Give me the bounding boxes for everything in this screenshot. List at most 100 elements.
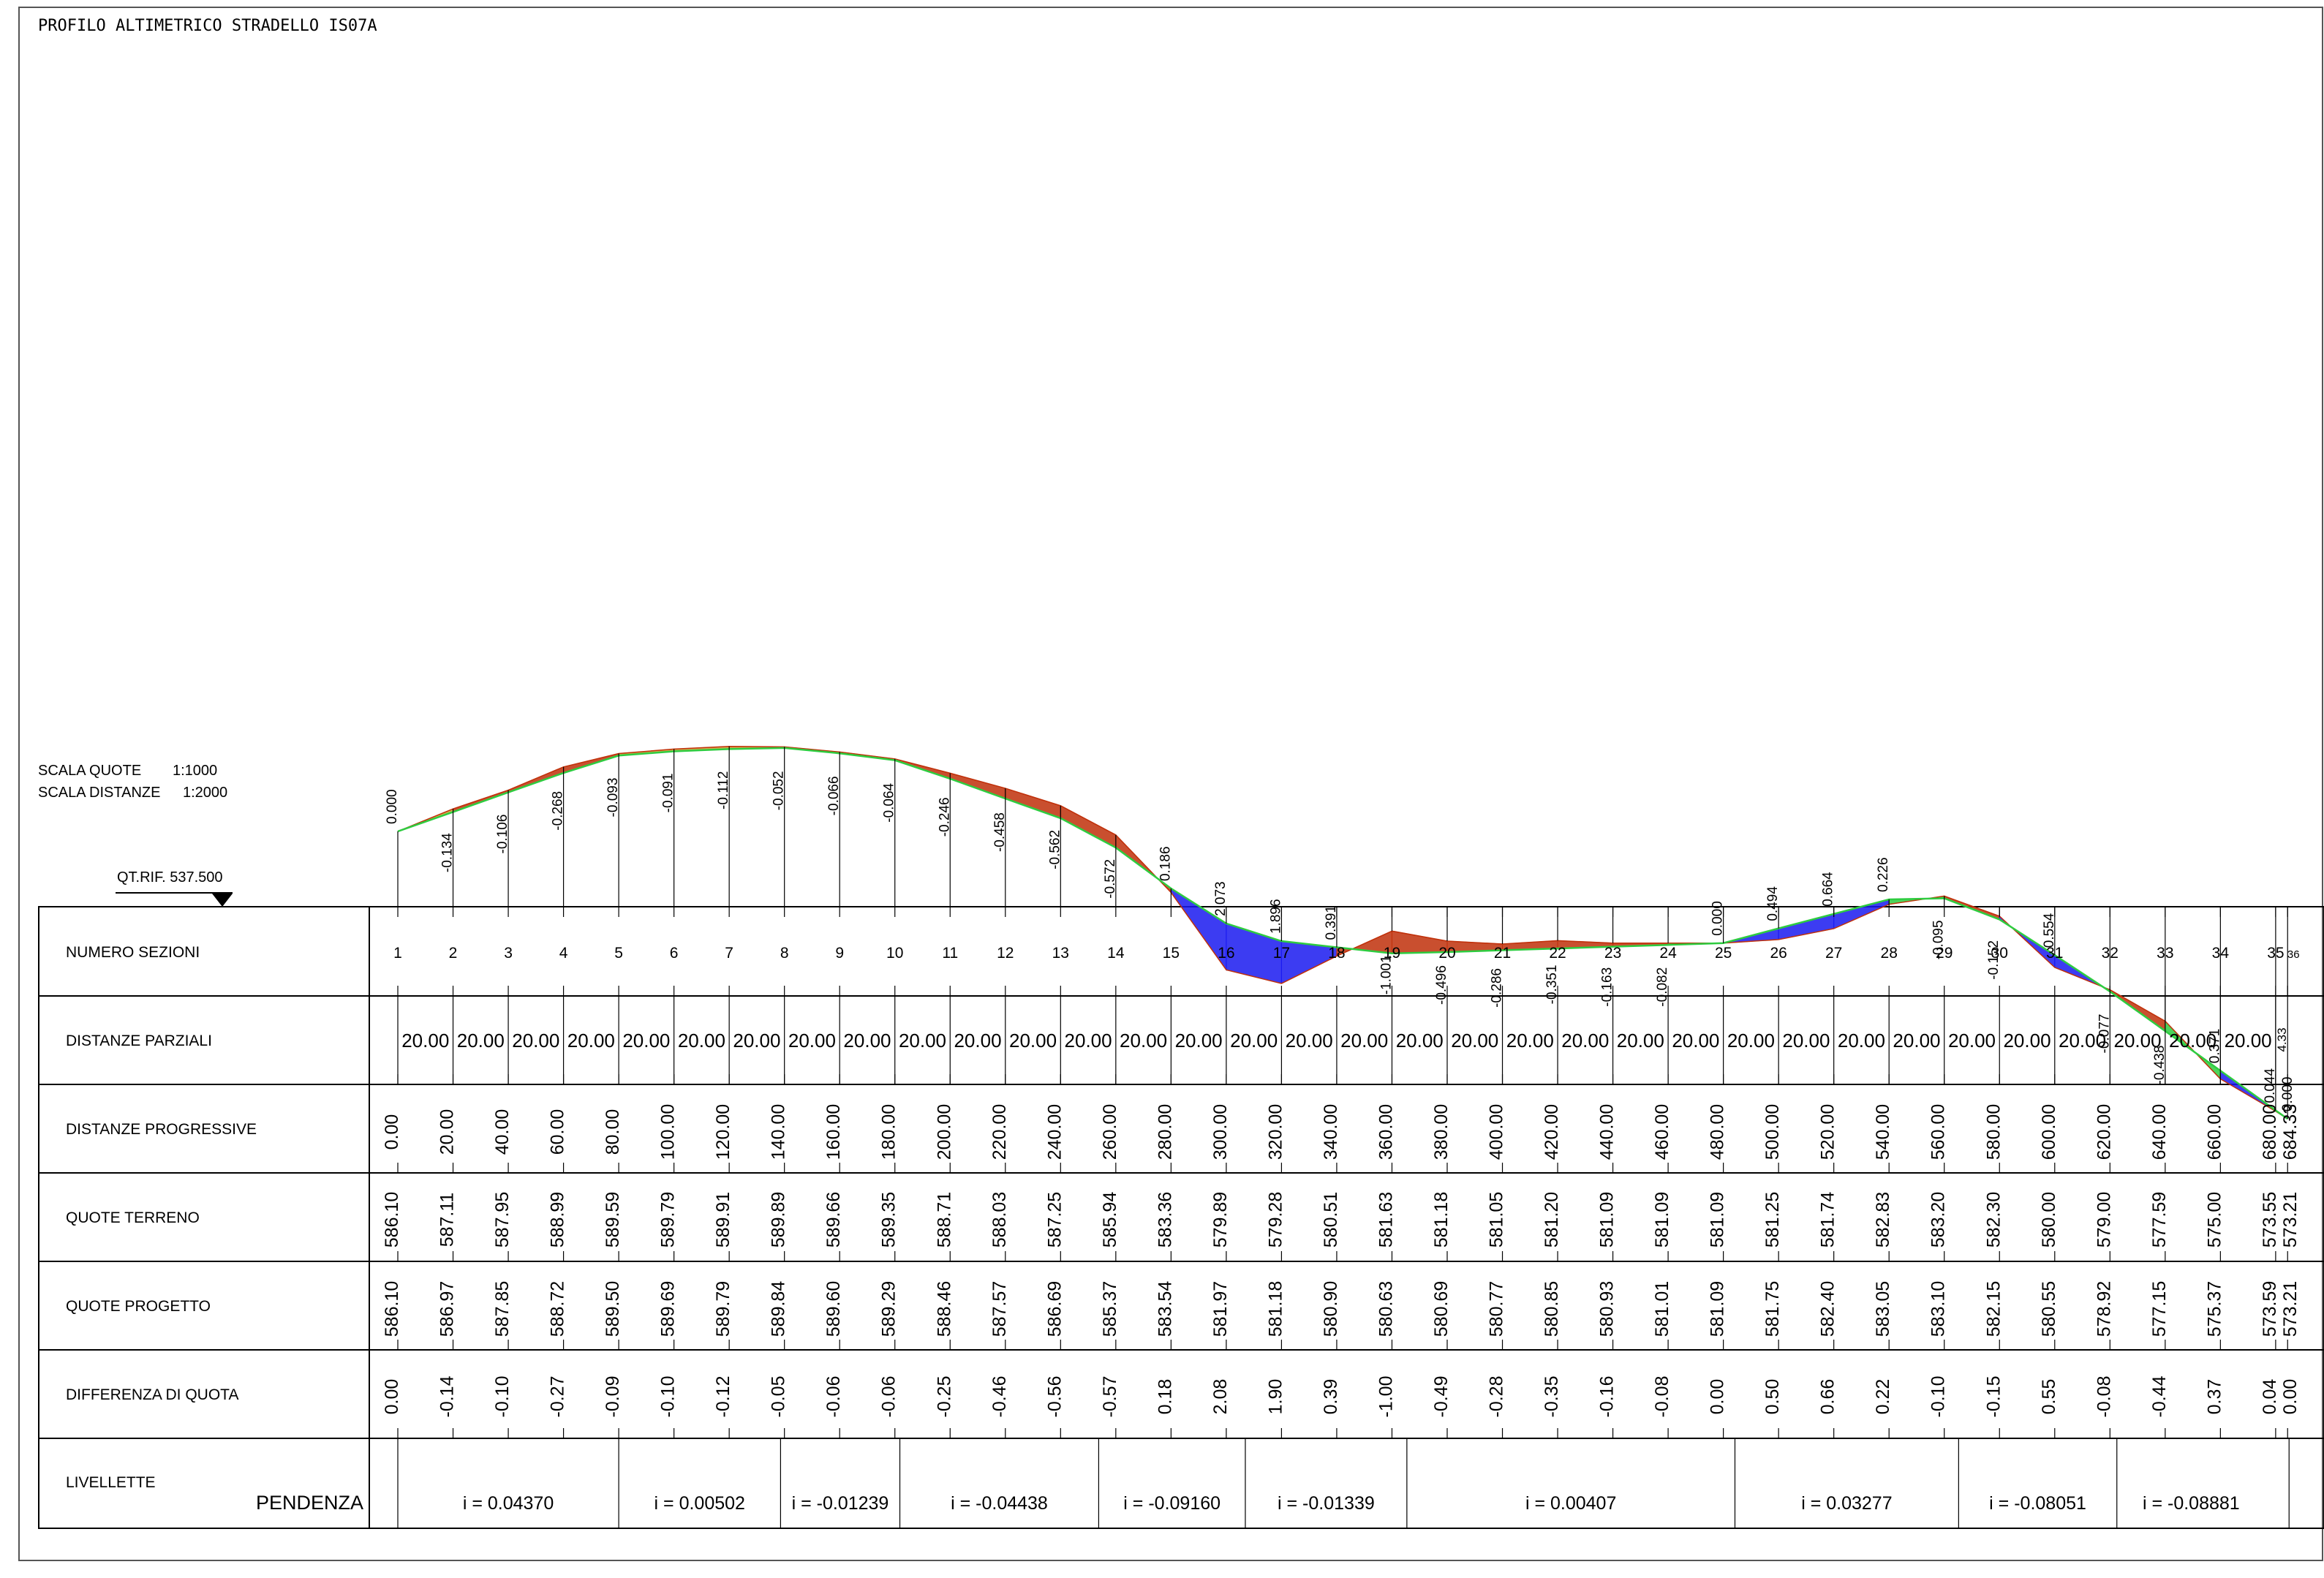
- profile-label: -0.106: [495, 815, 510, 854]
- terrain-value: 581.05: [1487, 1192, 1507, 1247]
- partial-value: 20.00: [622, 1030, 670, 1052]
- scale-quote-value: 1:1000: [173, 763, 217, 779]
- profile-label: 0.000: [2280, 1077, 2295, 1112]
- section-number: 20: [1438, 945, 1455, 962]
- project-value: 577.15: [2149, 1281, 2170, 1337]
- partial-value: 20.00: [678, 1030, 725, 1052]
- partial-value: 20.00: [1065, 1030, 1112, 1052]
- difference-value: -0.10: [1928, 1376, 1949, 1418]
- partial-value: 20.00: [401, 1030, 449, 1052]
- project-value: 581.09: [1708, 1281, 1728, 1337]
- terrain-value: 581.74: [1818, 1192, 1838, 1248]
- progressive-value: 540.00: [1873, 1104, 1893, 1160]
- terrain-value: 589.66: [823, 1192, 844, 1247]
- section-number: 8: [780, 945, 789, 962]
- profile-layer: 0.000 -0.134 -0.106 -0.268 -0.093 -0.091 -0.11…: [385, 745, 2295, 1120]
- project-value: 587.85: [492, 1281, 513, 1337]
- partial-value: 20.00: [2169, 1030, 2217, 1052]
- grade-value: i = 0.03277: [1801, 1493, 1892, 1514]
- progressive-value: 680.00: [2260, 1104, 2280, 1160]
- difference-value: -0.09: [603, 1376, 623, 1418]
- data-table: [38, 906, 2324, 1529]
- difference-value: -0.46: [989, 1376, 1010, 1418]
- drawing-title: PROFILO ALTIMETRICO STRADELLO IS07A: [38, 17, 377, 35]
- profile-label: -0.093: [605, 778, 621, 818]
- project-value: 580.85: [1542, 1281, 1562, 1337]
- difference-value: -0.10: [658, 1376, 679, 1418]
- project-value: 586.10: [382, 1281, 402, 1337]
- row-label-project: QUOTE PROGETTO: [66, 1298, 211, 1315]
- terrain-value: 580.00: [2039, 1192, 2059, 1247]
- grade-value: i = -0.09160: [1123, 1493, 1221, 1514]
- terrain-value: 581.25: [1762, 1192, 1783, 1247]
- progressive-value: 580.00: [1983, 1104, 2004, 1160]
- profile-label: 0.186: [1158, 846, 1173, 881]
- terrain-value: 581.09: [1708, 1192, 1728, 1247]
- partial-value: 20.00: [512, 1030, 559, 1052]
- partial-value: 20.00: [2059, 1030, 2106, 1052]
- partial-value: 20.00: [1340, 1030, 1388, 1052]
- project-value: 587.57: [989, 1281, 1010, 1337]
- progressive-value: 440.00: [1597, 1104, 1618, 1160]
- difference-value: -0.25: [934, 1376, 954, 1418]
- row-label-sections: NUMERO SEZIONI: [66, 944, 200, 961]
- difference-value: -0.06: [823, 1376, 844, 1418]
- project-value: 586.97: [437, 1281, 458, 1337]
- row-label-grade: LIVELLETTE: [66, 1474, 156, 1491]
- partial-value: 20.00: [1451, 1030, 1498, 1052]
- progressive-value: 640.00: [2149, 1104, 2170, 1160]
- partial-value: 20.00: [457, 1030, 505, 1052]
- terrain-value: 581.18: [1431, 1192, 1452, 1247]
- project-line: [397, 747, 2288, 1120]
- terrain-value: 587.11: [437, 1193, 458, 1247]
- project-value: 580.69: [1431, 1281, 1452, 1337]
- progressive-value: 160.00: [823, 1104, 844, 1160]
- difference-value: -0.56: [1044, 1376, 1065, 1418]
- terrain-value: 586.10: [382, 1192, 402, 1247]
- profile-label: -1.001: [1378, 955, 1394, 994]
- profile-label: 0.000: [385, 789, 400, 824]
- terrain-value: 585.94: [1100, 1192, 1120, 1248]
- progressive-value: 0.00: [382, 1114, 402, 1150]
- section-number: 33: [2157, 945, 2173, 962]
- project-value: 581.01: [1652, 1281, 1672, 1337]
- difference-value: 0.22: [1873, 1379, 1893, 1415]
- terrain-value: 587.95: [492, 1192, 513, 1247]
- difference-value: -0.10: [492, 1376, 513, 1418]
- difference-value: -0.14: [437, 1375, 458, 1417]
- section-number: 24: [1659, 945, 1677, 962]
- partial-value: 20.00: [1727, 1030, 1775, 1052]
- difference-value: -0.44: [2149, 1375, 2170, 1417]
- project-value: 578.92: [2094, 1281, 2114, 1337]
- project-value: 573.59: [2260, 1281, 2280, 1337]
- project-value: 580.77: [1487, 1281, 1507, 1337]
- profile-label: -0.112: [716, 771, 731, 809]
- project-value: 589.29: [879, 1281, 899, 1337]
- difference-value: -0.27: [548, 1376, 568, 1418]
- progressive-value: 600.00: [2039, 1104, 2059, 1160]
- partial-value: 20.00: [1672, 1030, 1719, 1052]
- profile-label: -0.438: [2152, 1046, 2168, 1085]
- partial-value: 20.00: [788, 1030, 836, 1052]
- progressive-value: 140.00: [769, 1104, 789, 1160]
- profile-label: -0.052: [771, 771, 787, 810]
- project-value: 580.90: [1321, 1281, 1341, 1337]
- terrain-value: 589.79: [658, 1192, 679, 1247]
- cut-fill-area: [1060, 805, 1117, 849]
- section-number: 3: [504, 945, 513, 962]
- partial-value: 20.00: [1838, 1030, 1885, 1052]
- difference-value: -0.15: [1983, 1376, 2004, 1418]
- difference-value: 0.00: [382, 1379, 402, 1415]
- section-number: 16: [1218, 945, 1234, 962]
- progressive-value: 520.00: [1818, 1104, 1838, 1160]
- cut-fill-area: [1833, 899, 1890, 929]
- partial-value: 20.00: [1561, 1030, 1609, 1052]
- section-number: 30: [1991, 945, 2008, 962]
- profile-label: -0.152: [1986, 940, 2002, 980]
- partial-value: 20.00: [1120, 1030, 1167, 1052]
- terrain-value: 581.63: [1376, 1192, 1396, 1247]
- terrain-value: 589.35: [879, 1192, 899, 1247]
- profile-label: 0.000: [1710, 901, 1726, 936]
- grade-value: i = -0.01339: [1278, 1493, 1375, 1514]
- profile-label: -0.496: [1434, 965, 1449, 1005]
